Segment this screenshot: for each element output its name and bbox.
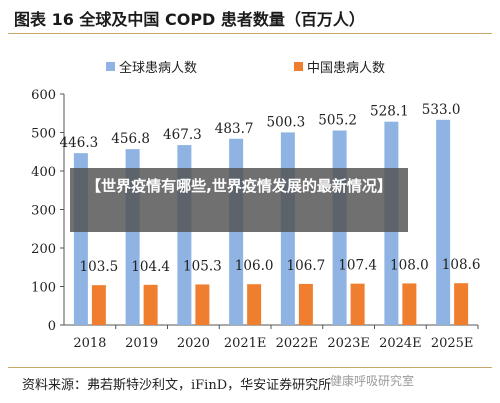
data-label-global-2021E: 483.7 bbox=[215, 121, 254, 137]
data-label-global-2020: 467.3 bbox=[163, 127, 202, 143]
bar-china-2021E bbox=[247, 284, 262, 325]
y-tick-label: 0 bbox=[48, 319, 56, 334]
data-label-china-2019: 104.4 bbox=[131, 259, 170, 275]
x-tick-label: 2025E bbox=[431, 336, 474, 351]
source-divider bbox=[8, 367, 492, 368]
bar-china-2023E bbox=[350, 283, 365, 325]
headline-banner-text: 【世界疫情有哪些,世界疫情发展的最新情况】 bbox=[86, 177, 392, 195]
y-tick-label: 300 bbox=[31, 204, 56, 219]
bar-china-2025E bbox=[454, 283, 469, 325]
legend-swatch-global bbox=[106, 62, 115, 71]
data-label-global-2022E: 500.3 bbox=[267, 114, 306, 130]
data-label-china-2018: 103.5 bbox=[80, 259, 119, 275]
title-divider bbox=[8, 33, 492, 34]
y-tick-label: 200 bbox=[31, 242, 56, 257]
legend: 全球患病人数 中国患病人数 bbox=[106, 60, 385, 76]
data-label-china-2022E: 106.7 bbox=[287, 258, 326, 274]
bar-china-2019 bbox=[143, 284, 158, 325]
bar-global-2025E bbox=[436, 119, 451, 325]
y-tick-label: 500 bbox=[31, 127, 56, 142]
y-tick-labels: 0 100 200 300 400 500 600 bbox=[31, 88, 56, 334]
legend-label-global: 全球患病人数 bbox=[119, 60, 197, 76]
data-label-china-2020: 105.3 bbox=[183, 258, 222, 274]
legend-swatch-china bbox=[294, 62, 303, 71]
y-tick-label: 600 bbox=[31, 88, 56, 103]
bar-china-2022E bbox=[298, 283, 313, 325]
x-tick-label: 2019 bbox=[125, 336, 158, 351]
x-tick-label: 2021E bbox=[224, 336, 267, 351]
chart-title: 图表 16 全球及中国 COPD 患者数量（百万人） bbox=[14, 10, 365, 29]
headline-banner bbox=[70, 168, 408, 232]
data-label-china-2024E: 108.0 bbox=[390, 257, 429, 273]
bar-china-2018 bbox=[91, 285, 106, 325]
data-label-global-2023E: 505.2 bbox=[318, 112, 357, 128]
x-tick-labels: 2018 2019 2020 2021E 2022E 2023E 2024E 2025E bbox=[73, 336, 473, 351]
data-labels: 446.3 103.5 456.8 104.4 467.3 105.3 483.7 106.0… bbox=[60, 102, 481, 275]
x-tick-label: 2018 bbox=[73, 336, 106, 351]
legend-label-china: 中国患病人数 bbox=[307, 61, 385, 76]
bar-china-2020 bbox=[195, 284, 210, 325]
data-label-global-2024E: 528.1 bbox=[370, 104, 409, 120]
x-tick-label: 2022E bbox=[276, 336, 319, 351]
data-label-china-2025E: 108.6 bbox=[442, 257, 481, 273]
data-label-global-2018: 446.3 bbox=[60, 135, 99, 151]
x-tick-label: 2020 bbox=[177, 336, 210, 351]
y-tick-label: 400 bbox=[31, 165, 56, 180]
watermark-text: 健康呼吸研究室 bbox=[330, 374, 415, 388]
y-tick-label: 100 bbox=[31, 281, 56, 296]
source-note: 资料来源：弗若斯特沙利文，iFinD，华安证券研究所 bbox=[22, 378, 332, 393]
bar-china-2024E bbox=[402, 283, 417, 325]
data-label-china-2021E: 106.0 bbox=[235, 258, 274, 274]
data-label-china-2023E: 107.4 bbox=[338, 258, 377, 274]
x-tick-label: 2024E bbox=[379, 336, 422, 351]
data-label-global-2019: 456.8 bbox=[111, 131, 150, 147]
x-tick-label: 2023E bbox=[327, 336, 370, 351]
data-label-global-2025E: 533.0 bbox=[422, 102, 461, 118]
